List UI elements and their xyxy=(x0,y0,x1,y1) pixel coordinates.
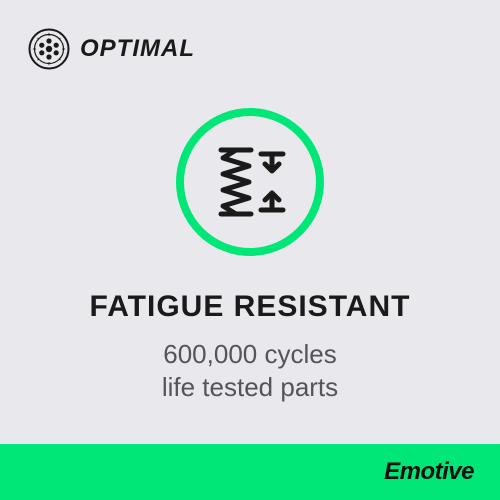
promo-card: OPTIMAL xyxy=(0,0,500,500)
spring-compress-icon xyxy=(176,108,324,256)
brand-name: OPTIMAL xyxy=(80,35,195,63)
feature-icon-wrap xyxy=(28,108,472,256)
feature-headline: FATIGUE RESISTANT xyxy=(28,290,472,324)
footer-brand: Emotive xyxy=(384,458,474,486)
subtext-line-1: 600,000 cycles xyxy=(163,339,336,369)
footer-bar: Emotive xyxy=(0,444,500,500)
main-area: OPTIMAL xyxy=(0,0,500,444)
brand-row: OPTIMAL xyxy=(28,28,472,70)
feature-subtext: 600,000 cycles life tested parts xyxy=(28,338,472,403)
subtext-line-2: life tested parts xyxy=(162,372,338,402)
optimal-logo-icon xyxy=(28,28,70,70)
